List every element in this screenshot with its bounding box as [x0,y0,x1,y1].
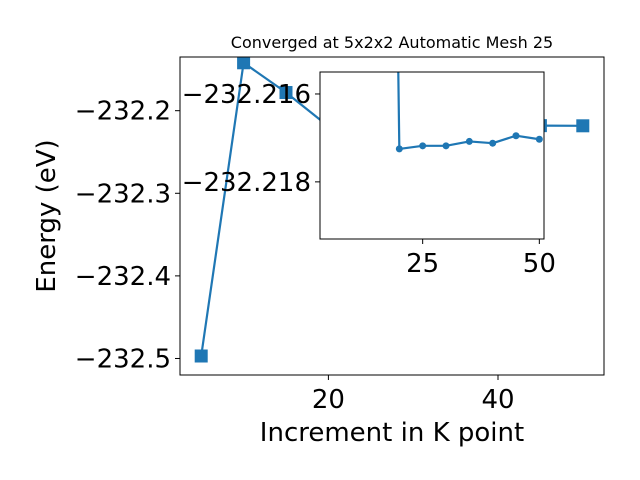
data-point-marker [237,57,251,70]
x-tick-label: 25 [406,249,439,279]
data-point-marker [576,119,590,133]
y-tick-label: −232.218 [182,168,311,198]
data-point-marker [194,349,208,363]
inset-axes-frame [319,71,545,240]
y-tick-label: −232.5 [75,344,171,374]
data-point-marker [419,142,427,150]
x-tick-label: 20 [312,385,345,415]
inset-y-ticks: −232.218 −232.216 [182,80,320,198]
data-point-marker [535,135,543,143]
y-tick-label: −232.216 [182,80,311,110]
y-tick-label: −232.4 [75,262,171,292]
y-axis-label: Energy (eV) [32,139,62,292]
x-axis-label: Increment in K point [260,418,524,448]
inset-x-ticks: 25 50 [406,239,556,279]
data-point-marker [489,139,497,147]
x-tick-label: 50 [523,249,556,279]
data-point-marker [279,86,293,100]
data-point-marker [395,145,403,153]
inset-background [320,72,544,239]
main-y-ticks: −232.5 −232.4 −232.3 −232.2 [75,97,180,374]
data-point-marker [465,137,473,145]
y-tick-label: −232.2 [75,97,171,127]
main-axes-frame [179,56,605,376]
data-point-marker [512,132,520,140]
data-point-marker [442,142,450,150]
inset-series-line [397,72,540,151]
main-x-ticks: 20 40 [312,375,515,415]
main-axes: Converged at 5x2x2 Automatic Mesh 25 −23… [32,33,605,448]
y-tick-label: −232.3 [75,179,171,209]
chart-title: Converged at 5x2x2 Automatic Mesh 25 [231,33,553,52]
inset-series-markers [395,132,543,153]
inset-axes: −232.218 −232.216 25 50 [182,71,556,279]
x-tick-label: 40 [481,385,514,415]
